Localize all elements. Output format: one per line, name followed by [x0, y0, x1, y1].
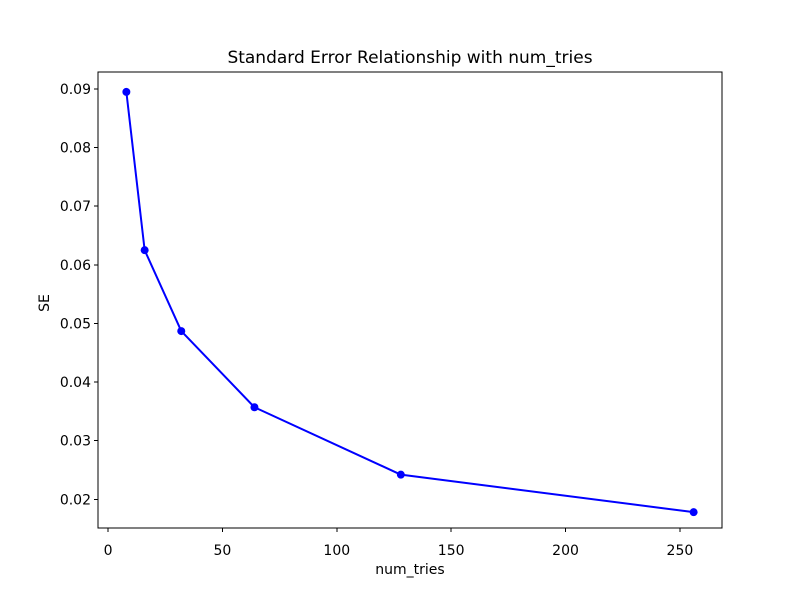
- x-tick-label: 200: [552, 543, 579, 559]
- data-point: [122, 87, 131, 96]
- y-tick-label: 0.06: [60, 258, 91, 274]
- x-tick-label: 100: [323, 543, 350, 559]
- y-tick-label: 0.05: [60, 316, 91, 332]
- x-axis-label: num_tries: [375, 562, 444, 578]
- y-tick-label: 0.07: [60, 199, 91, 215]
- series-line: [125, 90, 695, 514]
- data-point: [689, 508, 698, 517]
- data-point: [140, 246, 149, 255]
- x-tick-label: 50: [214, 543, 232, 559]
- y-axis-label: SE: [37, 294, 53, 312]
- y-axis: 0.02 0.03 0.04 0.05 0.06 0.07 0.08 0.09: [60, 82, 98, 508]
- x-tick-label: 150: [438, 543, 465, 559]
- data-point: [250, 403, 259, 412]
- data-series: [122, 87, 698, 517]
- data-point: [396, 470, 405, 479]
- y-tick-label: 0.09: [60, 82, 91, 98]
- chart-title: Standard Error Relationship with num_tri…: [227, 48, 592, 68]
- plot-area: [97, 71, 723, 529]
- y-tick-label: 0.08: [60, 141, 91, 157]
- y-tick-label: 0.02: [60, 492, 91, 508]
- y-tick-label: 0.04: [60, 375, 91, 391]
- y-tick-label: 0.03: [60, 434, 91, 450]
- x-axis: 0 50 100 150 200 250: [104, 528, 694, 559]
- x-tick-label: 0: [104, 543, 113, 559]
- x-tick-label: 250: [667, 543, 694, 559]
- data-point: [177, 327, 186, 336]
